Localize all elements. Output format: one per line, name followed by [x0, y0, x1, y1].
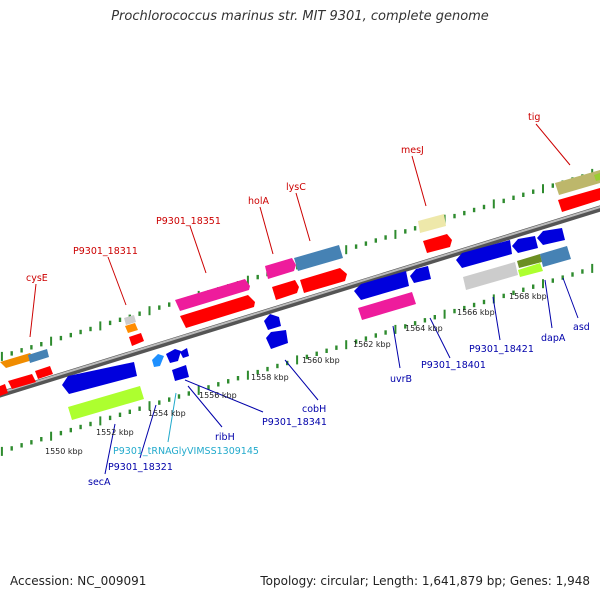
gene-arrow-mesJ-a: [418, 214, 446, 233]
gene-arrow-asd-b: [540, 246, 571, 267]
callout-lines: [29, 123, 579, 475]
gene-arrow-cysE-a: [0, 353, 36, 368]
gene-label-holA[interactable]: holA: [248, 196, 269, 207]
gene-arrow-cobH-b: [266, 330, 288, 349]
gene-arrow-dapA-a: [512, 236, 538, 253]
gene-arrow-P9301_18311-a: [124, 315, 136, 325]
gene-arrow-cobH-a: [264, 314, 281, 330]
gene-arrow-secA-b: [68, 386, 144, 420]
gene-arrow-cysE-e: [0, 384, 8, 396]
kbp-labels: 1550 kbp 1552 kbp 1554 kbp 1556 kbp 1558…: [45, 292, 547, 456]
kbp-label: 1558 kbp: [251, 373, 289, 382]
gene-arrow-mesJ-b: [423, 234, 452, 253]
gene-arrow-P9301_18341-a: [180, 348, 189, 358]
gene-labels-forward[interactable]: cysE P9301_18311 P9301_18351 holA lysC m…: [26, 112, 540, 284]
gene-arrow-ribH: [166, 349, 181, 363]
gene-arrow-holA-a: [265, 258, 296, 279]
gene-arrow-uvrB-b: [410, 266, 431, 283]
gene-label-tig[interactable]: tig: [528, 112, 540, 123]
gene-arrow-P9301_18311-c: [129, 333, 144, 346]
gene-arrow-P9301_18311-b: [125, 323, 138, 333]
gene-arrow-tig-c: [594, 173, 600, 181]
gene-label-P9301_18421[interactable]: P9301_18421: [469, 344, 534, 355]
gene-label-P9301_18321[interactable]: P9301_18321: [108, 462, 173, 473]
accession-text: Accession: NC_009091: [10, 574, 147, 588]
gene-arrow-tig-b: [558, 188, 600, 212]
gene-labels-reverse[interactable]: secA P9301_18321 P9301_tRNAGlyVIMSS13091…: [88, 322, 590, 488]
kbp-label: 1562 kbp: [353, 340, 391, 349]
gene-arrow-cysE-c: [8, 374, 36, 389]
gene-arrow-P9301_18401: [358, 292, 416, 320]
gene-arrow-tig-a: [555, 170, 600, 195]
map-title: Prochlorococcus marinus str. MIT 9301, c…: [111, 9, 489, 24]
gene-label-P9301_18341[interactable]: P9301_18341: [262, 417, 327, 428]
gene-arrow-uvrB-a: [354, 271, 409, 300]
gene-arrow-secA-a: [62, 362, 137, 394]
gene-arrow-asd-a: [537, 228, 565, 245]
kbp-label: 1564 kbp: [405, 324, 443, 333]
gene-arrow-P9301_18341-b: [172, 365, 189, 381]
gene-label-asd[interactable]: asd: [573, 322, 590, 333]
kbp-label: 1556 kbp: [199, 391, 237, 400]
gene-arrow-lysC-b: [300, 268, 347, 293]
gene-arrow-P9301_18421-b: [463, 262, 518, 290]
gene-label-P9301_18311[interactable]: P9301_18311: [73, 246, 138, 257]
kbp-label: 1554 kbp: [148, 409, 186, 418]
feature-arrows: [0, 170, 600, 420]
genome-stats-text: Topology: circular; Length: 1,641,879 bp…: [260, 574, 590, 588]
gene-label-P9301_tRNAGlyVIMSS1309145[interactable]: P9301_tRNAGlyVIMSS1309145: [113, 446, 259, 457]
gene-arrow-P9301_18421-a: [456, 240, 512, 268]
gene-label-secA[interactable]: secA: [88, 477, 111, 488]
gene-label-dapA[interactable]: dapA: [541, 333, 566, 344]
gene-label-uvrB[interactable]: uvrB: [390, 374, 412, 385]
gene-arrow-cysE-d: [35, 366, 53, 379]
kbp-label: 1550 kbp: [45, 447, 83, 456]
gene-label-mesJ[interactable]: mesJ: [401, 145, 424, 156]
gene-arrow-dapA-b: [517, 254, 542, 268]
gene-arrow-cysE-b: [28, 349, 49, 363]
gene-label-cobH[interactable]: cobH: [302, 404, 326, 415]
kbp-label: 1566 kbp: [457, 308, 495, 317]
gene-label-P9301_18351[interactable]: P9301_18351: [156, 216, 221, 227]
kbp-label: 1568 kbp: [509, 292, 547, 301]
kbp-label: 1552 kbp: [96, 428, 134, 437]
backbone: [0, 205, 600, 398]
gene-arrow-P9301_18351-b: [180, 295, 255, 328]
gene-arrow-dapA-c: [518, 263, 543, 277]
gene-label-P9301_18401[interactable]: P9301_18401: [421, 360, 486, 371]
gene-label-cysE[interactable]: cysE: [26, 273, 48, 284]
gene-arrow-lysC-a: [294, 245, 343, 271]
gene-arrow-P9301_18321: [152, 354, 164, 367]
gene-arrow-P9301_18351-a: [175, 279, 250, 311]
gene-label-ribH[interactable]: ribH: [215, 432, 235, 443]
kbp-label: 1560 kbp: [302, 356, 340, 365]
gene-label-lysC[interactable]: lysC: [286, 182, 306, 193]
gene-arrow-holA-b: [272, 280, 299, 300]
